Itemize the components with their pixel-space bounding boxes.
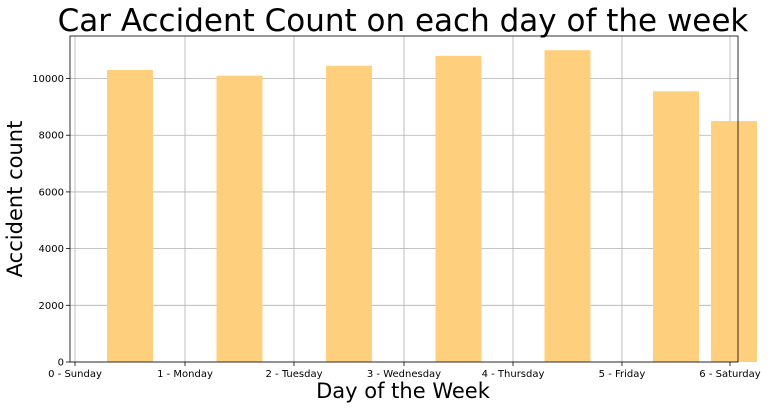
x-tick-label: 1 - Monday [157, 369, 213, 380]
y-tick-label: 10000 [32, 74, 64, 85]
chart-title: Car Accident Count on each day of the we… [58, 3, 749, 39]
y-tick-label: 2000 [39, 301, 64, 312]
x-axis-ticks: 0 - Sunday 1 - Monday 2 - Tuesday 3 - Wedne… [48, 362, 761, 380]
x-tick-label: 3 - Wednesday [367, 369, 441, 380]
bar [326, 65, 372, 362]
bar [435, 55, 482, 363]
bar-layer [107, 50, 757, 363]
y-tick-label: 8000 [39, 131, 64, 142]
bar [216, 75, 263, 363]
bar [711, 121, 757, 362]
y-axis-ticks: 0 2000 4000 6000 8000 10000 [32, 74, 70, 369]
y-tick-label: 4000 [39, 244, 64, 255]
bar [653, 91, 699, 362]
x-axis-label: Day of the Week [316, 379, 491, 403]
x-tick-label: 2 - Tuesday [265, 369, 322, 380]
y-tick-label: 6000 [39, 187, 64, 198]
bar [107, 70, 153, 362]
x-tick-label: 5 - Friday [599, 369, 646, 380]
x-tick-label: 0 - Sunday [48, 369, 102, 380]
y-axis-label: Accident count [3, 121, 27, 278]
grid-layer [70, 36, 738, 363]
x-tick-label: 6 - Saturday [699, 369, 760, 380]
y-tick-label: 0 [58, 358, 64, 369]
x-tick-label: 4 - Thursday [482, 369, 545, 380]
bar [544, 50, 591, 362]
